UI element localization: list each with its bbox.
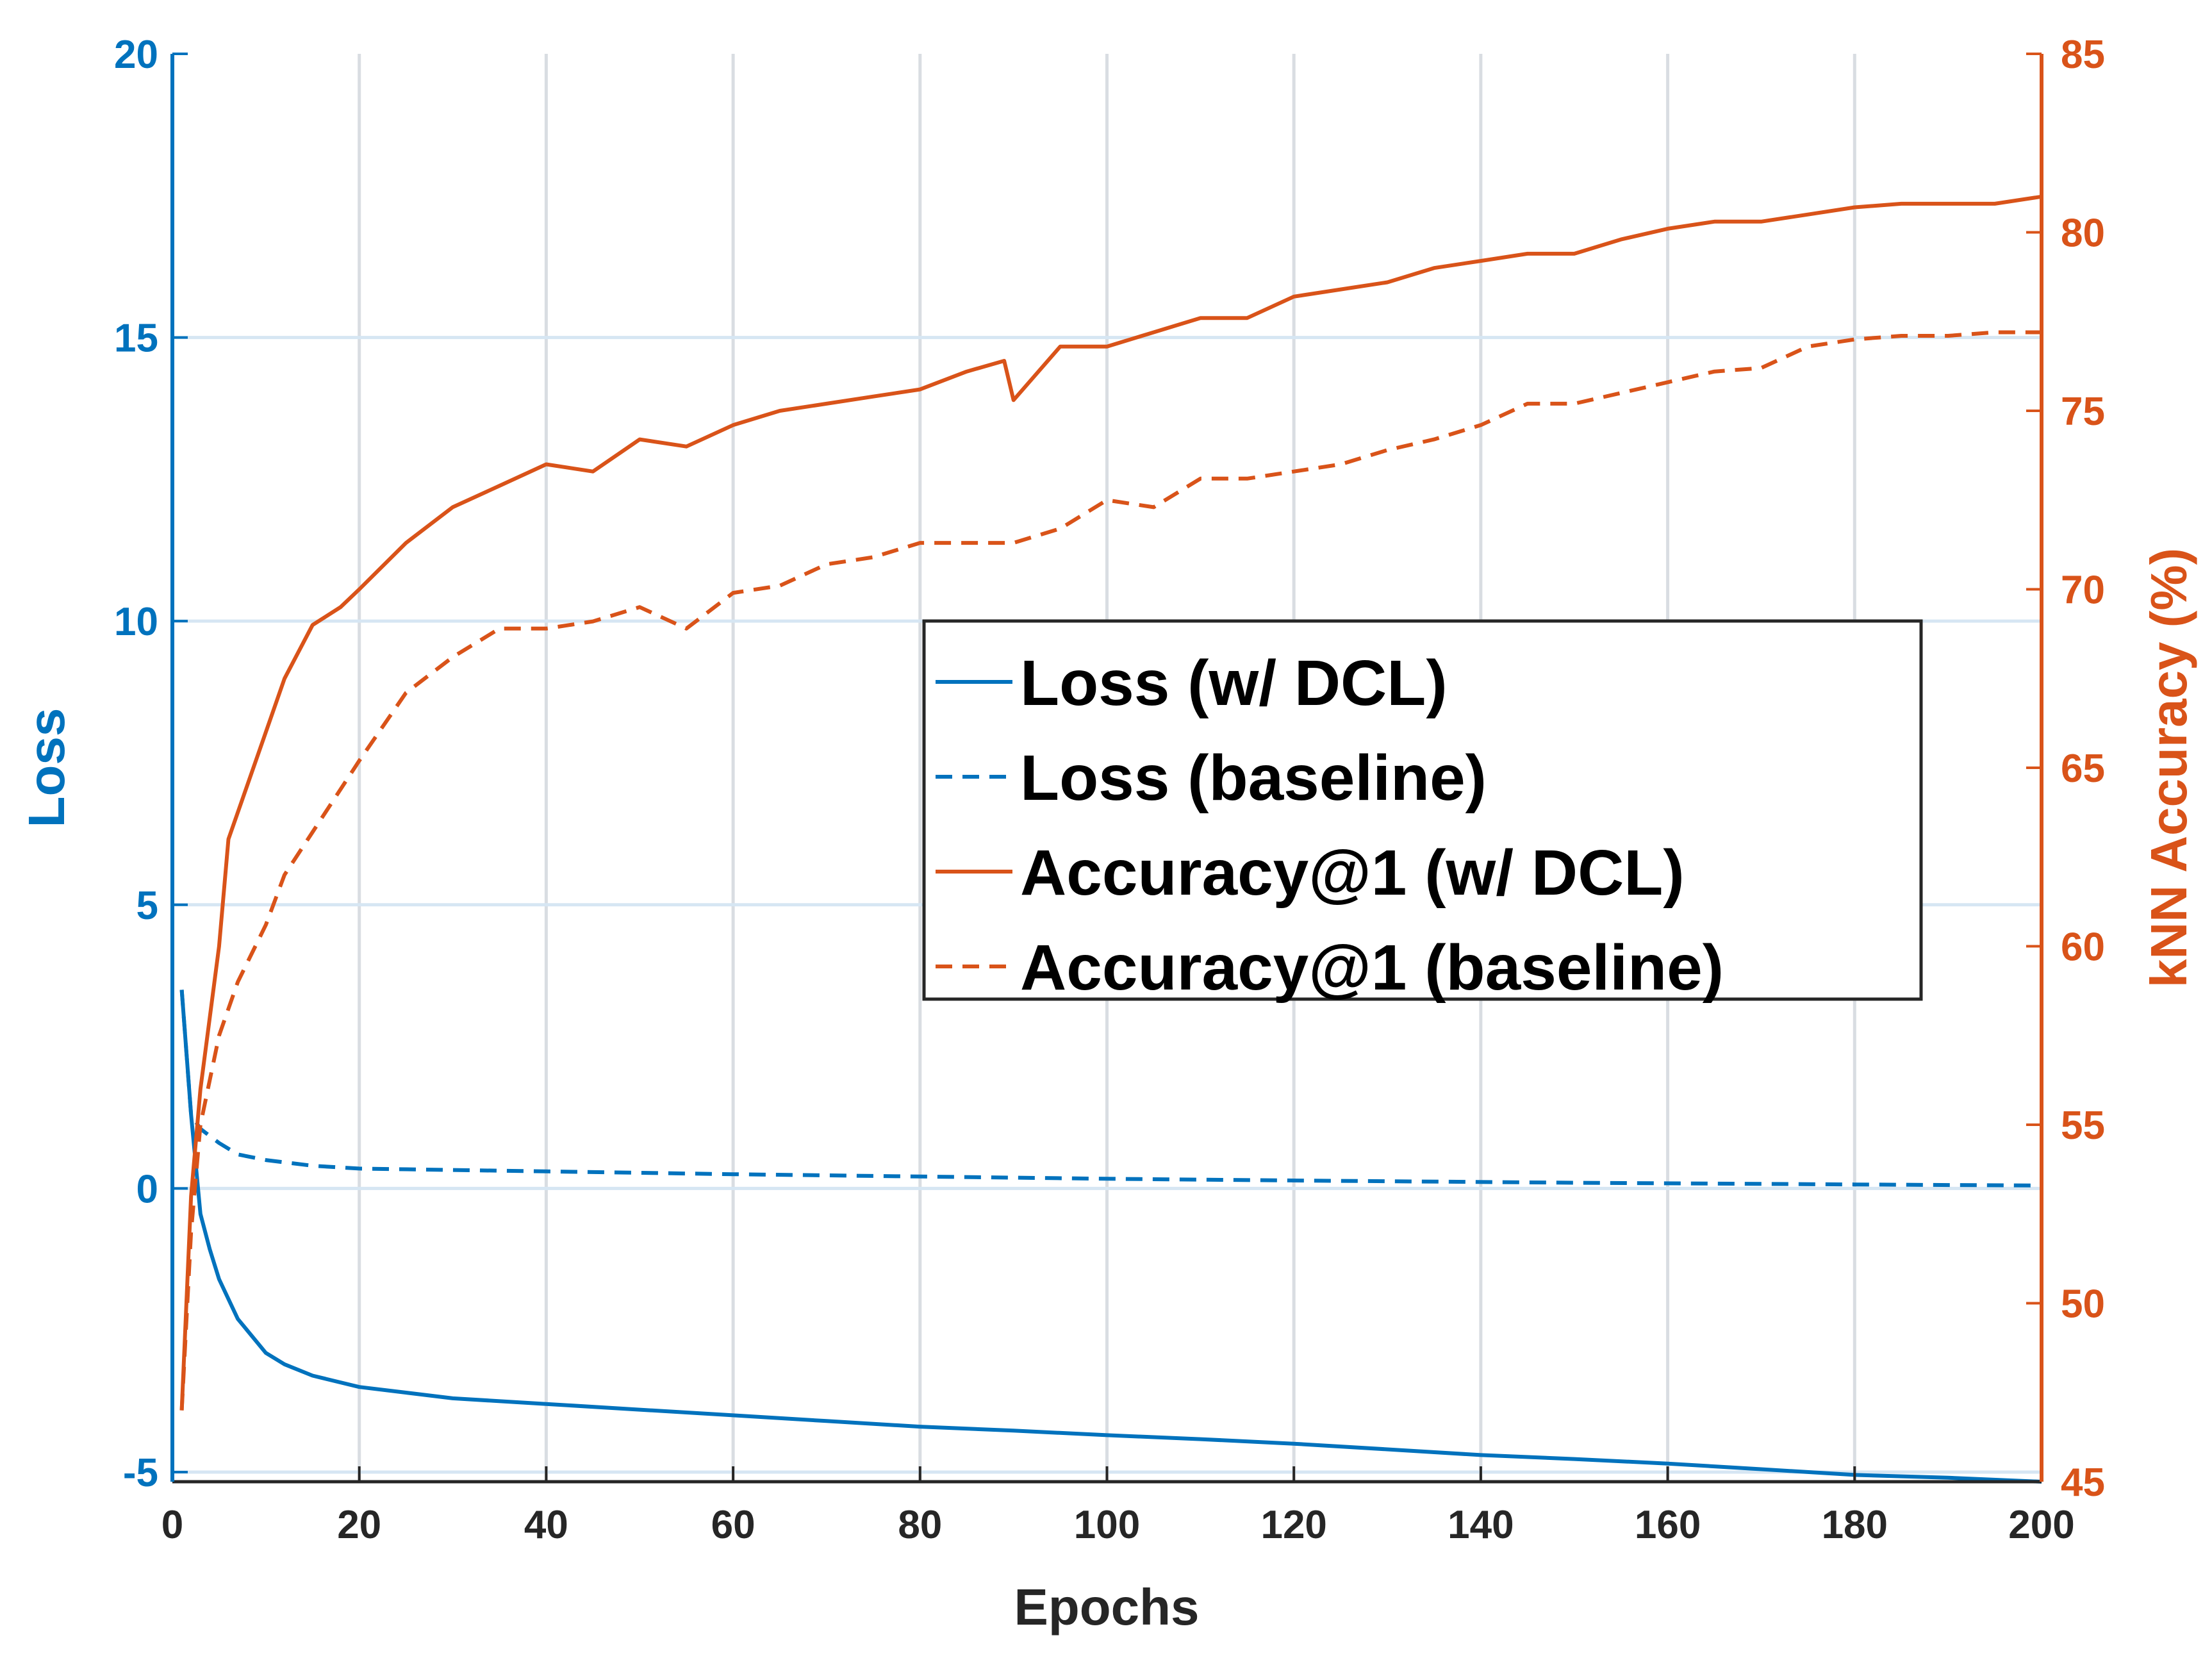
left-y-tick-label: 0 [136, 1167, 158, 1211]
legend: Loss (w/ DCL) Loss (baseline) Accuracy@1 (… [922, 619, 1923, 1004]
right-y-tick-label: 45 [2061, 1461, 2105, 1505]
legend-label: Accuracy@1 (w/ DCL) [1020, 837, 1685, 909]
right-axis-label: kNN Accuracy (%) [2140, 548, 2197, 988]
x-tick-label: 180 [1822, 1503, 1888, 1547]
left-y-tick-label: 10 [114, 600, 158, 644]
x-tick-label: 140 [1448, 1503, 1514, 1547]
right-y-tick-label: 65 [2061, 747, 2105, 791]
left-y-tick-label: -5 [123, 1451, 158, 1495]
x-tick-label: 100 [1074, 1503, 1140, 1547]
x-tick-label: 40 [524, 1503, 568, 1547]
x-tick-label: 160 [1635, 1503, 1701, 1547]
left-y-tick-label: 15 [114, 317, 158, 361]
right-y-tick-label: 55 [2061, 1104, 2105, 1148]
x-tick-label: 200 [2008, 1503, 2074, 1547]
series-line-2 [179, 194, 2042, 1411]
right-y-tick-label: 75 [2061, 390, 2105, 434]
right-y-tick-label: 85 [2061, 33, 2105, 77]
series-line-3 [179, 330, 2042, 1411]
legend-label: Loss (baseline) [1020, 742, 1487, 814]
x-tick-label: 120 [1260, 1503, 1326, 1547]
x-tick-label: 60 [711, 1503, 755, 1547]
series-line-1 [179, 990, 2042, 1188]
x-tick-label: 20 [337, 1503, 381, 1547]
left-axis-label: Loss [18, 708, 75, 828]
right-y-tick-label: 60 [2061, 925, 2105, 970]
series-lines [179, 194, 2042, 1484]
right-y-tick-label: 50 [2061, 1282, 2105, 1327]
legend-label: Loss (w/ DCL) [1020, 647, 1448, 719]
right-y-tick-label: 80 [2061, 211, 2105, 256]
x-axis-label: Epochs [1014, 1578, 1200, 1636]
series-line-0 [179, 990, 2042, 1484]
x-tick-label: 80 [898, 1503, 942, 1547]
legend-label: Accuracy@1 (baseline) [1020, 932, 1724, 1004]
axes: 0 20 40 60 80 100 120 140 160 180 200-505101520455… [114, 33, 2105, 1547]
right-y-tick-label: 70 [2061, 568, 2105, 613]
left-y-tick-label: 20 [114, 33, 158, 77]
legend-box [922, 619, 1923, 1001]
left-y-tick-label: 5 [136, 884, 158, 928]
x-tick-label: 0 [161, 1503, 183, 1547]
